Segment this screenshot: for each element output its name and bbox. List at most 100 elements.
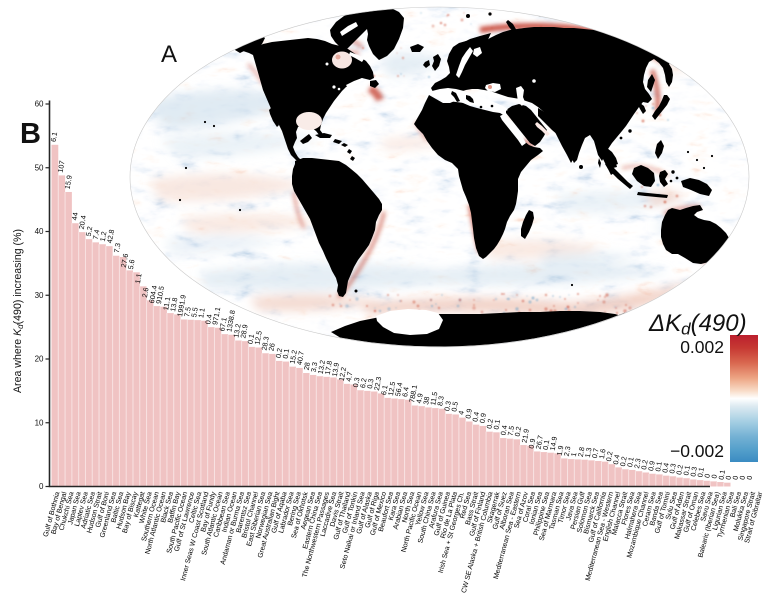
svg-text:6.2: 6.2	[358, 377, 369, 388]
svg-text:ΔKd(490): ΔKd(490)	[648, 310, 747, 339]
svg-text:0.3: 0.3	[688, 466, 699, 477]
svg-text:0.9: 0.9	[463, 408, 474, 419]
svg-text:11.1: 11.1	[161, 296, 172, 311]
svg-text:0.9: 0.9	[477, 412, 488, 423]
svg-text:40: 40	[35, 227, 44, 236]
svg-text:26: 26	[267, 342, 277, 351]
svg-text:28.3: 28.3	[260, 336, 271, 351]
svg-text:12.5: 12.5	[252, 330, 263, 345]
svg-text:0.2: 0.2	[513, 426, 524, 437]
svg-text:7.4: 7.4	[91, 229, 102, 240]
svg-text:7.3: 7.3	[112, 242, 123, 253]
svg-text:30: 30	[35, 291, 44, 300]
svg-text:5.5: 5.5	[189, 307, 200, 318]
svg-text:0.9: 0.9	[527, 438, 538, 449]
svg-text:0.7: 0.7	[590, 447, 601, 458]
svg-text:1338.8: 1338.8	[224, 309, 237, 332]
svg-text:0.1: 0.1	[541, 439, 552, 450]
svg-text:4.7: 4.7	[344, 371, 355, 382]
svg-text:971.1: 971.1	[210, 306, 222, 325]
svg-text:2.6: 2.6	[140, 287, 151, 298]
svg-text:44: 44	[70, 212, 80, 221]
svg-text:1.1: 1.1	[133, 273, 144, 284]
svg-text:7.5: 7.5	[182, 306, 193, 317]
svg-text:12.2: 12.2	[337, 366, 348, 381]
svg-text:12.5: 12.5	[386, 381, 397, 396]
svg-text:0.1: 0.1	[245, 333, 256, 344]
svg-text:4: 4	[456, 410, 466, 416]
svg-text:0.1: 0.1	[695, 467, 706, 478]
svg-text:13.8: 13.8	[168, 297, 179, 312]
svg-text:20.4: 20.4	[77, 215, 88, 230]
svg-text:0.4: 0.4	[470, 411, 481, 422]
svg-text:7.5: 7.5	[506, 425, 517, 436]
svg-text:0: 0	[745, 475, 755, 481]
svg-text:0.1: 0.1	[491, 419, 502, 430]
svg-text:Area where Kd(490) increasing: Area where Kd(490) increasing (%)	[12, 229, 25, 393]
svg-text:0.2: 0.2	[604, 451, 615, 462]
svg-text:0.3: 0.3	[667, 463, 678, 474]
svg-text:3.3: 3.3	[309, 361, 320, 372]
svg-text:67.1: 67.1	[217, 317, 228, 332]
svg-text:0.1: 0.1	[716, 469, 727, 480]
svg-text:6.1: 6.1	[49, 131, 60, 142]
svg-text:0.9: 0.9	[646, 460, 657, 471]
svg-text:0.1: 0.1	[281, 348, 292, 359]
svg-text:910.5: 910.5	[154, 285, 166, 304]
svg-text:0.4: 0.4	[499, 424, 510, 435]
svg-text:2.3: 2.3	[632, 458, 643, 469]
svg-text:38: 38	[421, 396, 431, 405]
svg-text:0.1: 0.1	[653, 461, 664, 472]
svg-text:6.1: 6.1	[379, 384, 390, 395]
svg-text:0.5: 0.5	[449, 401, 460, 412]
svg-text:28.9: 28.9	[238, 324, 249, 339]
svg-text:14.9: 14.9	[548, 436, 559, 451]
svg-text:13.9: 13.9	[330, 362, 341, 377]
svg-text:42.8: 42.8	[105, 229, 116, 244]
svg-text:0.4: 0.4	[660, 462, 671, 473]
svg-text:13.2: 13.2	[316, 359, 327, 374]
svg-text:50: 50	[35, 163, 44, 172]
svg-text:40.7: 40.7	[295, 350, 306, 365]
svg-text:1991.9: 1991.9	[175, 294, 188, 317]
svg-text:A: A	[161, 41, 177, 68]
svg-text:1.6: 1.6	[597, 448, 608, 459]
svg-text:0.2: 0.2	[674, 464, 685, 475]
svg-text:6.4: 6.4	[400, 386, 411, 397]
svg-text:8.3: 8.3	[435, 395, 446, 406]
svg-text:107: 107	[56, 160, 67, 173]
svg-text:26.7: 26.7	[534, 435, 545, 450]
svg-text:1: 1	[569, 452, 579, 458]
svg-text:13.2: 13.2	[231, 323, 242, 338]
svg-text:5.2: 5.2	[84, 226, 95, 237]
svg-text:15.9: 15.9	[63, 174, 74, 189]
svg-text:0.2: 0.2	[274, 347, 285, 358]
svg-text:0: 0	[723, 475, 733, 481]
svg-text:2.8: 2.8	[576, 446, 587, 457]
svg-text:B: B	[20, 118, 41, 150]
svg-text:60: 60	[35, 100, 44, 109]
svg-text:−0.002: −0.002	[670, 441, 724, 461]
svg-text:10: 10	[35, 418, 44, 427]
svg-text:5.6: 5.6	[126, 259, 137, 270]
svg-text:11.5: 11.5	[428, 391, 439, 406]
svg-text:0: 0	[709, 474, 719, 480]
svg-text:0.3: 0.3	[365, 378, 376, 389]
svg-text:0.1: 0.1	[625, 456, 636, 467]
svg-text:0.4: 0.4	[611, 454, 622, 465]
svg-text:0: 0	[702, 473, 712, 479]
svg-text:0: 0	[731, 475, 741, 481]
svg-text:20: 20	[35, 355, 44, 364]
svg-text:17.8: 17.8	[323, 360, 334, 375]
svg-text:604.4: 604.4	[147, 285, 159, 304]
svg-text:22.3: 22.3	[372, 376, 383, 391]
svg-text:21.9: 21.9	[520, 428, 531, 443]
svg-text:0.3: 0.3	[442, 400, 453, 411]
svg-text:2.3: 2.3	[562, 446, 573, 457]
svg-text:1.9: 1.9	[555, 445, 566, 456]
svg-text:15.2: 15.2	[288, 349, 299, 364]
svg-text:788.1: 788.1	[407, 384, 419, 403]
svg-text:0.002: 0.002	[680, 337, 724, 357]
svg-text:27.6: 27.6	[119, 253, 130, 268]
svg-text:0.2: 0.2	[618, 456, 629, 467]
